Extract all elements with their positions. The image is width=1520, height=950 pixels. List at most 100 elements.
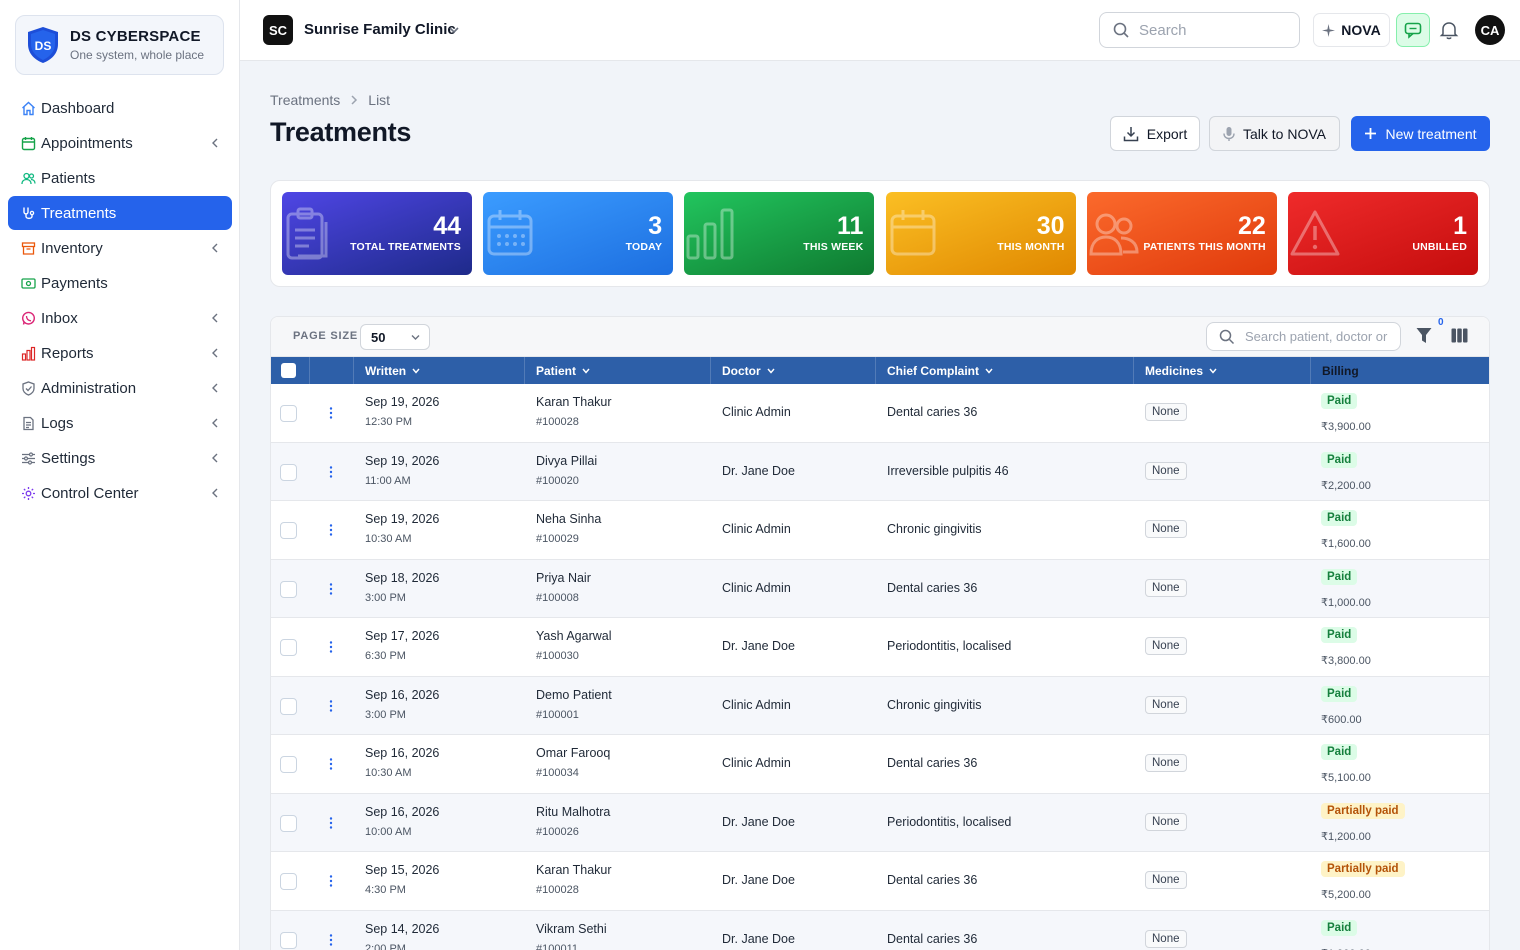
breadcrumb: Treatments List: [270, 92, 390, 108]
select-all-checkbox[interactable]: [281, 363, 296, 378]
stat-card-total-treatments[interactable]: 44 Total treatments: [282, 192, 472, 275]
more-vertical-icon[interactable]: [328, 522, 334, 538]
table-row[interactable]: Sep 19, 2026 11:00 AM Divya Pillai #100020 D…: [271, 442, 1489, 501]
row-checkbox[interactable]: [280, 405, 297, 422]
bell-icon[interactable]: [1439, 20, 1459, 40]
sidebar-item-inventory[interactable]: Inventory: [8, 231, 232, 265]
chevron-left-icon[interactable]: [210, 312, 220, 324]
table-row[interactable]: Sep 16, 2026 10:00 AM Ritu Malhotra #100026…: [271, 793, 1489, 852]
more-vertical-icon[interactable]: [328, 581, 334, 597]
stat-value: 30: [1036, 212, 1065, 240]
stat-card-unbilled[interactable]: 1 Unbilled: [1288, 192, 1478, 275]
sidebar-item-appointments[interactable]: Appointments: [8, 126, 232, 160]
chief-complaint: Dental caries 36: [887, 931, 978, 946]
nova-button[interactable]: NOVA: [1313, 13, 1390, 47]
sidebar-item-inbox[interactable]: Inbox: [8, 301, 232, 335]
patient-name[interactable]: Priya Nair: [536, 570, 591, 585]
chevron-left-icon[interactable]: [210, 382, 220, 394]
row-checkbox[interactable]: [280, 697, 297, 715]
chevron-left-icon[interactable]: [210, 347, 220, 359]
brand-block[interactable]: DS DS CYBERSPACE One system, whole place: [15, 15, 224, 75]
chevron-left-icon[interactable]: [210, 137, 220, 149]
sidebar-item-logs[interactable]: Logs: [8, 406, 232, 440]
column-patient[interactable]: Patient: [525, 357, 711, 384]
sidebar-item-label: Payments: [41, 274, 108, 292]
table-row[interactable]: Sep 14, 2026 2:00 PM Vikram Sethi #100011 Dr…: [271, 910, 1489, 950]
stat-card-this-week[interactable]: 11 This week: [684, 192, 875, 275]
table-search-placeholder: Search patient, doctor or: [1245, 329, 1388, 344]
patient-name[interactable]: Karan Thakur: [536, 395, 612, 409]
row-checkbox[interactable]: [280, 580, 297, 598]
row-checkbox[interactable]: [280, 756, 297, 773]
user-avatar[interactable]: CA: [1475, 15, 1505, 45]
more-vertical-icon[interactable]: [328, 873, 334, 889]
chat-button[interactable]: [1396, 13, 1430, 47]
row-checkbox[interactable]: [280, 522, 297, 539]
table-row[interactable]: Sep 17, 2026 6:30 PM Yash Agarwal #100030 Dr…: [271, 618, 1489, 677]
table-toolbar: PAGE SIZE 50 Search patient, doctor or 0: [271, 317, 1489, 357]
sidebar-item-payments[interactable]: Payments: [8, 266, 232, 300]
doctor-name: Clinic Admin: [722, 697, 791, 712]
table-row[interactable]: Sep 16, 2026 10:30 AM Omar Farooq #100034 Cl…: [271, 735, 1489, 794]
column-medicines[interactable]: Medicines: [1134, 357, 1311, 384]
clinic-badge[interactable]: SC: [263, 15, 293, 45]
more-vertical-icon[interactable]: [328, 698, 334, 714]
column-chief-complaint[interactable]: Chief Complaint: [876, 357, 1134, 384]
patient-name[interactable]: Neha Sinha: [536, 512, 602, 526]
row-checkbox[interactable]: [280, 931, 297, 949]
table-row[interactable]: Sep 18, 2026 3:00 PM Priya Nair #100008 Clin…: [271, 559, 1489, 618]
talk-to-nova-button[interactable]: Talk to NOVA: [1209, 116, 1340, 151]
sidebar-item-patients[interactable]: Patients: [8, 161, 232, 195]
table-search-input[interactable]: Search patient, doctor or: [1206, 322, 1401, 351]
column-billing[interactable]: Billing: [1311, 357, 1489, 384]
more-vertical-icon[interactable]: [328, 639, 334, 655]
row-checkbox[interactable]: [280, 639, 297, 656]
sidebar-item-treatments[interactable]: Treatments: [8, 196, 232, 230]
global-search-input[interactable]: Search: [1099, 12, 1300, 48]
row-checkbox[interactable]: [280, 873, 297, 890]
column-written[interactable]: Written: [354, 357, 525, 384]
row-checkbox[interactable]: [280, 814, 297, 832]
chevron-down-icon[interactable]: [448, 25, 460, 35]
patient-name[interactable]: Ritu Malhotra: [536, 804, 611, 819]
export-button[interactable]: Export: [1110, 116, 1200, 151]
table-row[interactable]: Sep 15, 2026 4:30 PM Karan Thakur #100028 Dr…: [271, 852, 1489, 911]
stat-card-this-month[interactable]: 30 This month: [885, 192, 1076, 275]
chevron-left-icon[interactable]: [210, 242, 220, 254]
more-vertical-icon[interactable]: [328, 756, 334, 772]
patient-name[interactable]: Divya Pillai: [536, 453, 598, 468]
stat-card-patients-this-month[interactable]: 22 Patients this month: [1086, 192, 1277, 275]
patient-name[interactable]: Karan Thakur: [536, 863, 612, 877]
breadcrumb-treatments[interactable]: Treatments: [270, 92, 341, 108]
more-vertical-icon[interactable]: [328, 405, 334, 421]
clinic-switcher[interactable]: Sunrise Family Clinic: [304, 21, 456, 38]
patient-name[interactable]: Omar Farooq: [536, 746, 611, 760]
more-vertical-icon[interactable]: [328, 464, 334, 480]
table-row[interactable]: Sep 19, 2026 10:30 AM Neha Sinha #100029 Cli…: [271, 501, 1489, 560]
column-doctor[interactable]: Doctor: [711, 357, 876, 384]
patient-name[interactable]: Demo Patient: [536, 687, 612, 702]
written-time: 10:00 AM: [365, 825, 412, 838]
patient-name[interactable]: Yash Agarwal: [536, 629, 612, 643]
chevron-left-icon[interactable]: [210, 487, 220, 499]
sidebar-item-dashboard[interactable]: Dashboard: [8, 91, 232, 125]
chevron-left-icon[interactable]: [210, 417, 220, 429]
sidebar-item-reports[interactable]: Reports: [8, 336, 232, 370]
filter-icon[interactable]: [1416, 327, 1432, 345]
sidebar-item-control-center[interactable]: Control Center: [8, 476, 232, 510]
columns-icon[interactable]: [1451, 328, 1468, 343]
new-treatment-button[interactable]: New treatment: [1351, 116, 1490, 151]
brand-tagline: One system, whole place: [70, 48, 205, 62]
sidebar-item-settings[interactable]: Settings: [8, 441, 232, 475]
row-checkbox[interactable]: [280, 463, 297, 481]
more-vertical-icon[interactable]: [328, 815, 334, 831]
patient-name[interactable]: Vikram Sethi: [536, 921, 607, 936]
table-row[interactable]: Sep 19, 2026 12:30 PM Karan Thakur #100028 C…: [271, 384, 1489, 443]
stat-card-today[interactable]: 3 Today: [483, 192, 674, 275]
sidebar-item-administration[interactable]: Administration: [8, 371, 232, 405]
gear-icon: [21, 486, 36, 501]
table-row[interactable]: Sep 16, 2026 3:00 PM Demo Patient #100001 Cl…: [271, 676, 1489, 735]
chevron-left-icon[interactable]: [210, 452, 220, 464]
page-size-select[interactable]: 50: [360, 324, 430, 350]
more-vertical-icon[interactable]: [328, 932, 334, 948]
